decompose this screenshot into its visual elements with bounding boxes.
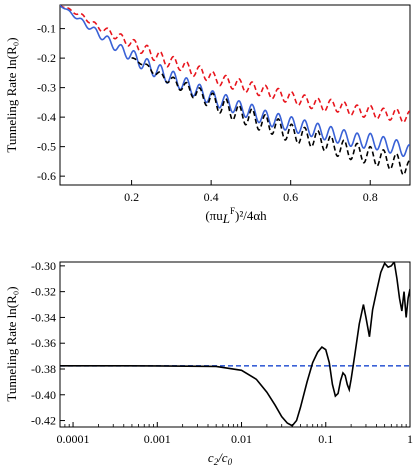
top-series-2-line [131, 57, 410, 176]
top-series-group [60, 5, 410, 176]
bottom-x-tick-label: 0.001 [144, 432, 171, 446]
bottom-y-tick-label: -0.42 [31, 414, 56, 428]
top-y-tick-label: -0.5 [37, 140, 56, 154]
bottom-series-1-line [60, 262, 410, 427]
top-y-tick-label: -0.4 [37, 110, 56, 124]
bottom-x-tick-label: 0.1 [318, 432, 333, 446]
bottom-x-axis-label: c2/c0 [208, 450, 233, 467]
top-x-tick-label: 0.4 [204, 190, 219, 204]
bottom-y-tick-label: -0.32 [31, 285, 56, 299]
bottom-y-tick-label: -0.40 [31, 388, 56, 402]
top-y-axis-label: Tunneling Rate ln(R₀) [4, 37, 19, 152]
top-series-1-line [60, 5, 410, 157]
bottom-y-axis-label: Tunneling Rate ln(R₀) [4, 286, 19, 401]
top-x-ticks: 0.2 0.4 0.6 0.8 [124, 180, 378, 204]
bottom-y-tick-label: -0.34 [31, 310, 56, 324]
top-series-0-line [60, 5, 410, 124]
top-x-tick-label: 0.8 [363, 190, 378, 204]
top-x-axis-label: (πuLF)²/4αh [205, 206, 267, 226]
bottom-x-tick-label: 0.0001 [57, 432, 90, 446]
top-plot-frame [59, 4, 411, 186]
bottom-x-tick-label: 0.01 [231, 432, 252, 446]
bottom-y-tick-label: -0.30 [31, 259, 56, 273]
bottom-x-tick-label: 1 [407, 432, 413, 446]
bottom-y-tick-label: -0.36 [31, 336, 56, 350]
top-y-tick-label: -0.1 [37, 22, 56, 36]
top-y-ticks: -0.1 -0.2 -0.3 -0.4 -0.5 -0.6 [37, 22, 65, 183]
top-y-tick-label: -0.2 [37, 51, 56, 65]
bottom-plot-frame [59, 261, 411, 428]
bottom-y-ticks: -0.30 -0.32 -0.34 -0.36 -0.38 -0.40 -0.42 [31, 259, 65, 428]
top-x-tick-label: 0.2 [124, 190, 139, 204]
top-x-tick-label: 0.6 [283, 190, 298, 204]
top-y-tick-label: -0.6 [37, 169, 56, 183]
top-panel: 0.2 0.4 0.6 0.8 -0.1 -0.2 -0.3 -0.4 -0.5 -0.6 Tu… [4, 4, 411, 226]
bottom-x-ticks: 0.0001 0.001 0.01 0.1 1 [57, 422, 413, 446]
bottom-panel: 0.0001 0.001 0.01 0.1 1 -0.30 -0.32 -0.34 -0.36… [4, 259, 413, 467]
top-y-tick-label: -0.3 [37, 81, 56, 95]
bottom-series-group [60, 262, 410, 427]
bottom-y-tick-label: -0.38 [31, 362, 56, 376]
